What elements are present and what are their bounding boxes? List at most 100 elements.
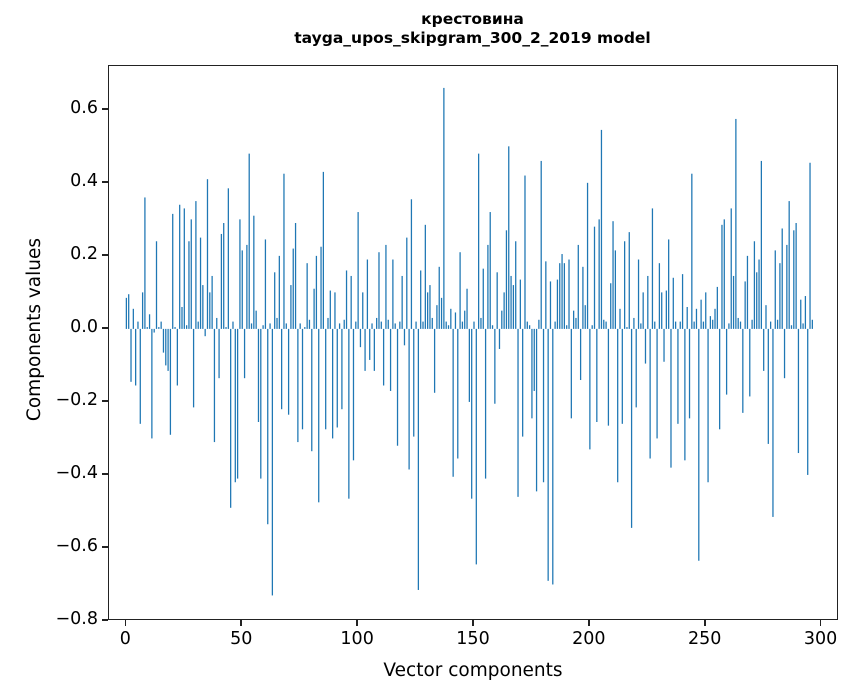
bar bbox=[417, 328, 420, 590]
bar bbox=[573, 310, 575, 329]
bar bbox=[800, 299, 802, 329]
y-tick-mark bbox=[102, 253, 108, 256]
bar bbox=[389, 328, 392, 391]
bar bbox=[454, 312, 457, 329]
bar bbox=[311, 328, 313, 452]
bar bbox=[464, 310, 466, 329]
bar bbox=[271, 328, 274, 596]
bar bbox=[482, 268, 484, 329]
bar bbox=[313, 288, 315, 329]
bar bbox=[723, 219, 725, 329]
bar bbox=[811, 319, 813, 329]
bar bbox=[250, 323, 253, 329]
bar bbox=[459, 252, 461, 329]
bar bbox=[362, 292, 364, 329]
bar bbox=[489, 212, 491, 329]
bar bbox=[369, 328, 371, 360]
bar bbox=[691, 173, 693, 329]
y-tick-label: −0.4 bbox=[55, 462, 99, 483]
bar bbox=[181, 306, 183, 329]
bar bbox=[605, 321, 607, 329]
bar bbox=[515, 241, 517, 329]
bar bbox=[763, 328, 765, 371]
bar bbox=[306, 263, 308, 329]
bar bbox=[695, 308, 698, 329]
chart-title: крестовина tayga_upos_skipgram_300_2_201… bbox=[0, 10, 867, 48]
bar bbox=[422, 321, 424, 329]
bar bbox=[278, 255, 280, 329]
bar bbox=[165, 328, 167, 366]
bar bbox=[577, 244, 579, 329]
bar bbox=[243, 328, 246, 379]
bar bbox=[714, 308, 716, 329]
bar bbox=[705, 292, 707, 329]
y-tick-mark bbox=[102, 400, 108, 402]
bar bbox=[382, 328, 385, 386]
bar bbox=[545, 261, 547, 329]
bar bbox=[637, 259, 640, 329]
bar bbox=[329, 290, 331, 329]
bar bbox=[357, 212, 359, 329]
bar bbox=[148, 314, 151, 329]
bar bbox=[719, 328, 721, 430]
bar bbox=[445, 321, 447, 329]
bar bbox=[167, 328, 169, 371]
bar bbox=[294, 223, 297, 329]
bar bbox=[332, 328, 334, 439]
bar bbox=[232, 321, 234, 329]
bar bbox=[593, 226, 596, 329]
bar bbox=[549, 281, 552, 329]
bar bbox=[292, 248, 294, 329]
y-tick-label: −0.8 bbox=[55, 609, 99, 629]
bar bbox=[239, 219, 241, 329]
x-tick-mark bbox=[819, 620, 822, 626]
bar bbox=[450, 308, 452, 329]
bar bbox=[260, 328, 262, 479]
bar bbox=[403, 328, 406, 346]
plot-axes bbox=[108, 65, 838, 620]
bar bbox=[804, 296, 807, 329]
y-tick-mark bbox=[102, 107, 108, 110]
bar bbox=[197, 321, 199, 329]
bar bbox=[491, 325, 494, 329]
bar bbox=[246, 244, 248, 329]
bar bbox=[473, 321, 475, 329]
bar bbox=[517, 328, 519, 497]
bar bbox=[610, 283, 612, 329]
x-tick-mark bbox=[356, 620, 358, 626]
bar bbox=[420, 270, 422, 329]
bar bbox=[440, 297, 443, 329]
bar bbox=[209, 292, 211, 329]
bar bbox=[137, 321, 139, 329]
bar bbox=[343, 319, 345, 329]
bar bbox=[644, 328, 647, 364]
bar bbox=[223, 223, 225, 329]
bar bbox=[447, 325, 450, 329]
bar bbox=[130, 328, 132, 382]
bar bbox=[651, 208, 654, 329]
bar bbox=[783, 328, 786, 379]
bar bbox=[427, 292, 429, 329]
bar bbox=[765, 305, 767, 329]
bar bbox=[179, 204, 181, 329]
bar bbox=[169, 328, 172, 435]
bar bbox=[132, 308, 134, 329]
bar bbox=[376, 317, 378, 329]
bar bbox=[619, 308, 621, 329]
bar bbox=[255, 310, 257, 329]
bar bbox=[290, 285, 292, 329]
bar bbox=[350, 275, 352, 329]
bar bbox=[183, 208, 185, 329]
bar bbox=[352, 328, 355, 461]
y-tick-mark bbox=[102, 546, 108, 548]
bar bbox=[338, 323, 341, 329]
bar bbox=[617, 328, 619, 483]
bar bbox=[429, 285, 431, 329]
bar bbox=[744, 281, 746, 329]
bar bbox=[797, 328, 800, 454]
bar bbox=[635, 328, 637, 408]
bar bbox=[276, 317, 278, 329]
bar bbox=[158, 327, 160, 329]
bar bbox=[315, 255, 318, 329]
